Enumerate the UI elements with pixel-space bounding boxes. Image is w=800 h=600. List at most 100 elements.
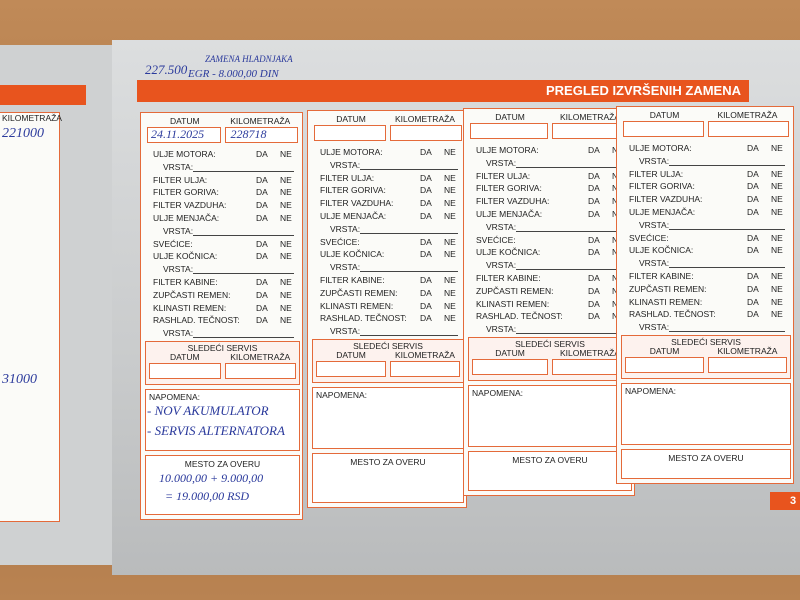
- item-label: KLINASTI REMEN:: [153, 302, 227, 313]
- stamp-label: MESTO ZA OVERU: [668, 453, 744, 463]
- type-label: VRSTA:: [163, 161, 194, 172]
- stamp-label: MESTO ZA OVERU: [350, 457, 426, 467]
- yes-option: DA: [256, 251, 268, 262]
- type-label: VRSTA:: [163, 264, 194, 275]
- type-label: VRSTA:: [639, 219, 670, 230]
- no-option: NE: [444, 236, 456, 247]
- item-label: RASHLAD. TEČNOST:: [153, 315, 240, 326]
- yes-option: DA: [420, 313, 432, 324]
- yes-option: DA: [256, 149, 268, 159]
- item-label: ULJE MOTORA:: [153, 149, 216, 159]
- km-label: KILOMETRAŽA: [560, 112, 620, 122]
- note-line: - NOV AKUMULATOR: [147, 403, 269, 418]
- yes-option: DA: [256, 174, 268, 185]
- km-box: [224, 127, 298, 143]
- yes-option: DA: [256, 315, 268, 326]
- km-label: KILOMETRAŽA: [230, 116, 291, 126]
- item-label: ULJE KOČNICA:: [320, 249, 385, 260]
- item-label: FILTER VAZDUHA:: [320, 198, 394, 209]
- next-date-box: [149, 363, 221, 379]
- no-option: NE: [280, 200, 292, 211]
- no-option: NE: [444, 300, 456, 311]
- type-label: VRSTA:: [330, 159, 361, 170]
- note-label: NAPOMENA:: [149, 392, 201, 402]
- item-label: ZUPČASTI REMEN:: [153, 289, 231, 300]
- next-service-label: SLEDEĆI SERVIS: [515, 339, 585, 349]
- yes-option: DA: [256, 200, 268, 211]
- no-option: NE: [444, 185, 456, 196]
- stamp-box: [145, 455, 300, 515]
- note-box: [468, 385, 632, 447]
- no-option: NE: [444, 211, 456, 221]
- yes-option: DA: [256, 289, 268, 300]
- item-label: ZUPČASTI REMEN:: [320, 287, 398, 298]
- no-option: NE: [280, 289, 292, 300]
- note-box: [145, 389, 300, 451]
- no-option: NE: [444, 147, 456, 157]
- yes-option: DA: [588, 196, 600, 207]
- km-box: [708, 121, 789, 137]
- yes-option: DA: [588, 170, 600, 181]
- date-label: DATUM: [169, 116, 200, 126]
- left-next-km: 31000: [2, 372, 37, 387]
- item-label: FILTER VAZDUHA:: [153, 200, 227, 211]
- item-label: FILTER KABINE:: [476, 273, 541, 283]
- next-service-label: SLEDEĆI SERVIS: [353, 341, 423, 351]
- km-box: [390, 125, 462, 141]
- item-label: RASHLAD. TEČNOST:: [476, 311, 563, 322]
- item-label: SVEĆICE:: [153, 238, 193, 249]
- yes-option: DA: [588, 247, 600, 258]
- no-option: NE: [280, 315, 292, 326]
- type-line: [360, 232, 458, 234]
- item-label: FILTER ULJA:: [320, 172, 375, 183]
- note-line: - SERVIS ALTERNATORA: [147, 423, 285, 438]
- type-line: [669, 331, 785, 333]
- next-date-box: [625, 357, 704, 373]
- yes-option: DA: [747, 181, 759, 192]
- next-date-box: [472, 359, 548, 375]
- no-option: NE: [280, 213, 292, 223]
- item-label: RASHLAD. TEČNOST:: [320, 313, 407, 324]
- yes-option: DA: [747, 194, 759, 205]
- no-option: NE: [280, 238, 292, 249]
- no-option: NE: [444, 287, 456, 298]
- type-line: [516, 230, 626, 232]
- type-label: VRSTA:: [330, 262, 361, 273]
- item-label: ULJE MOTORA:: [320, 147, 383, 157]
- stamp-box: [312, 453, 464, 503]
- service-card: DATUM KILOMETRAŽA 24.11.2025 228718 ULJE MOT…: [140, 112, 303, 520]
- yes-option: DA: [420, 275, 432, 285]
- yes-option: DA: [420, 185, 432, 196]
- next-km-box: [390, 361, 460, 377]
- yes-option: DA: [747, 271, 759, 281]
- item-label: KLINASTI REMEN:: [476, 298, 550, 309]
- yes-option: DA: [588, 145, 600, 155]
- yes-option: DA: [747, 296, 759, 307]
- type-line: [516, 333, 626, 335]
- no-option: NE: [280, 302, 292, 313]
- item-label: FILTER GORIVA:: [476, 183, 542, 194]
- no-option: NE: [444, 198, 456, 209]
- stamp-label: MESTO ZA OVERU: [512, 455, 588, 465]
- yes-option: DA: [420, 211, 432, 221]
- type-line: [193, 337, 294, 339]
- item-label: ZUPČASTI REMEN:: [629, 283, 707, 294]
- type-line: [360, 271, 458, 273]
- type-label: VRSTA:: [486, 324, 517, 335]
- no-option: NE: [771, 143, 783, 153]
- item-label: ULJE MENJAČA:: [629, 207, 696, 217]
- item-label: FILTER VAZDUHA:: [629, 194, 703, 205]
- type-label: VRSTA:: [486, 260, 517, 271]
- type-label: VRSTA:: [639, 322, 670, 333]
- no-option: NE: [280, 277, 292, 287]
- yes-option: DA: [588, 298, 600, 309]
- type-line: [669, 228, 785, 230]
- yes-option: DA: [420, 287, 432, 298]
- type-label: VRSTA:: [163, 225, 194, 236]
- next-date-label: DATUM: [336, 350, 366, 360]
- type-line: [193, 170, 294, 172]
- type-line: [516, 166, 626, 168]
- next-km-box: [224, 363, 296, 379]
- item-label: ULJE KOČNICA:: [629, 245, 694, 256]
- type-line: [193, 234, 294, 236]
